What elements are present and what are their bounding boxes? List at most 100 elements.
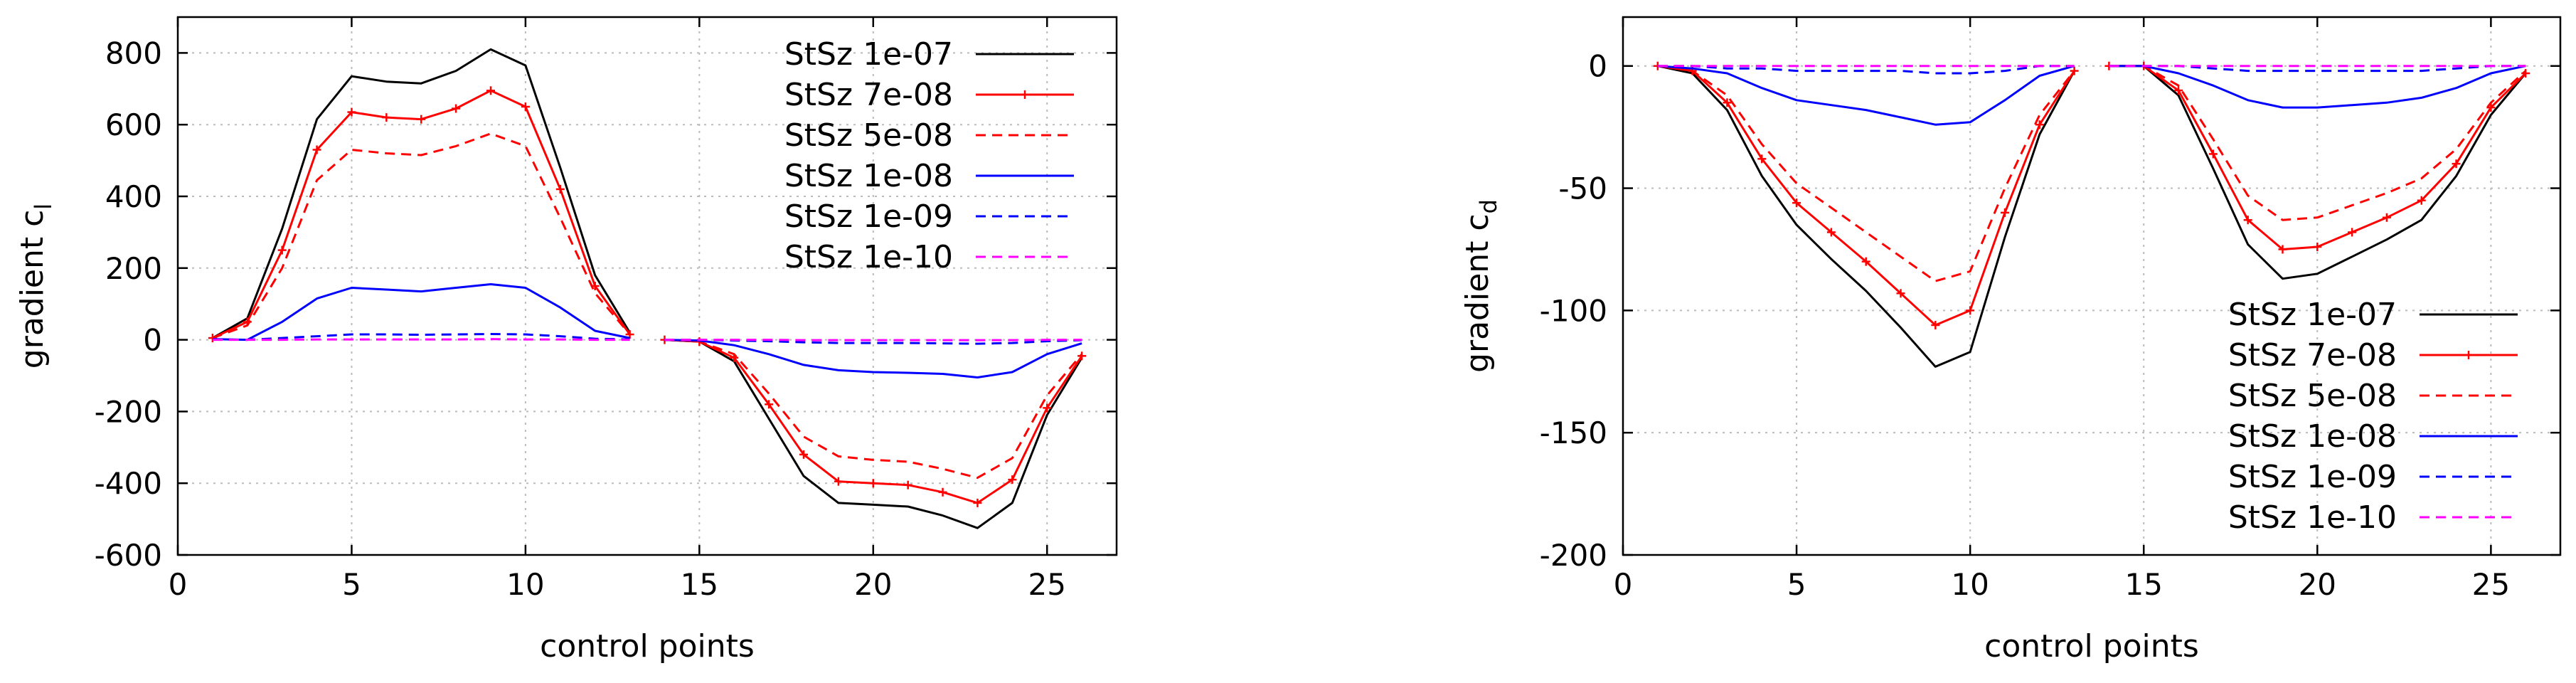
data-point (452, 104, 461, 113)
legend-label: StSz 1e-10 (2228, 499, 2397, 536)
x-tick-label: 15 (2124, 567, 2162, 602)
legend-label: StSz 7e-08 (784, 77, 953, 113)
series-line-2 (212, 89, 631, 339)
data-point (417, 115, 426, 124)
data-point (2313, 243, 2322, 252)
x-tick-label: 5 (342, 567, 361, 602)
series-line-5 (212, 333, 630, 342)
data-point (2348, 228, 2357, 237)
legend-label: StSz 5e-08 (784, 117, 953, 154)
data-point (1896, 289, 1905, 298)
x-tick-label: 25 (2472, 567, 2510, 602)
data-point (973, 498, 982, 507)
data-point (903, 480, 912, 489)
y-tick-label: -400 (95, 466, 162, 501)
data-point (2452, 159, 2461, 169)
y-tick-label: 400 (105, 179, 162, 214)
legend-label: StSz 1e-08 (784, 158, 953, 194)
x-tick-label: 0 (169, 567, 188, 602)
data-point (2278, 245, 2287, 254)
series-line-3 (212, 132, 631, 339)
chart-1: 0 5 10 15 20 25 -600 -400 -200 0 200 400 600 800 contr… (14, 16, 1118, 665)
x-axis-label: control points (1984, 628, 2199, 665)
legend-label: StSz 1e-09 (2228, 459, 2397, 495)
x-tick-label: 5 (1787, 567, 1806, 602)
series-line-2 (1657, 65, 2075, 327)
data-point (347, 107, 356, 117)
data-point (1723, 98, 1732, 107)
data-point (2174, 86, 2183, 95)
legend-label: StSz 1e-09 (784, 198, 953, 235)
series-line-3 (664, 339, 1083, 480)
data-point (1931, 320, 1940, 329)
data-point (799, 450, 808, 459)
series-line-2 (664, 339, 1083, 504)
x-axis-label: control points (540, 628, 755, 665)
legend-label: StSz 1e-07 (2228, 297, 2397, 333)
data-point (1861, 257, 1870, 266)
data-point (521, 102, 530, 111)
data-point (382, 113, 391, 122)
series-line-4 (664, 339, 1082, 378)
series-line-1 (2109, 65, 2527, 280)
y-axis-label-subscript: d (1475, 199, 1502, 213)
y-tick-label: 200 (105, 251, 162, 286)
series-line-3 (2109, 65, 2527, 221)
data-point (2417, 196, 2426, 205)
data-point (1008, 475, 1017, 485)
y-axis-label: gradient cl (14, 203, 57, 369)
series-line-4 (2109, 65, 2526, 109)
legend-label: StSz 5e-08 (2228, 378, 2397, 414)
x-tick-label: 15 (681, 567, 718, 602)
y-tick-label: 0 (143, 323, 162, 358)
y-tick-label: 0 (1588, 49, 1607, 84)
series-line-6 (212, 338, 630, 342)
x-tick-label: 0 (1614, 567, 1633, 602)
y-tick-label: -200 (95, 394, 162, 429)
series-line-5 (1657, 65, 2075, 75)
x-tick-label: 25 (1028, 567, 1065, 602)
series-line-6 (664, 339, 1082, 342)
y-tick-label: -200 (1540, 538, 1607, 573)
legend-label: StSz 1e-10 (784, 239, 953, 275)
series-line-1 (1657, 65, 2075, 368)
legend-label: StSz 1e-07 (784, 36, 953, 73)
data-point (938, 487, 947, 497)
y-tick-label: -150 (1540, 415, 1607, 450)
x-tick-label: 10 (506, 567, 544, 602)
data-point (2382, 213, 2391, 222)
data-point (486, 86, 495, 95)
data-point (312, 145, 321, 154)
legend-label: StSz 7e-08 (2228, 337, 2397, 374)
y-tick-label: -50 (1558, 171, 1607, 206)
y-tick-label: 800 (105, 36, 162, 70)
chart-2: 0 5 10 15 20 25 -200 -150 -100 -50 0 control points… (1459, 16, 2562, 665)
legend: StSz 1e-07 StSz 7e-08 StSz 5e-08 StSz 1e-08… (784, 36, 1074, 275)
y-tick-label: -600 (95, 538, 162, 573)
series-line-3 (1657, 65, 2075, 282)
legend: StSz 1e-07 StSz 7e-08 StSz 5e-08 StSz 1e-08… (2228, 297, 2518, 536)
data-point (1757, 154, 1767, 164)
series-line-4 (1657, 65, 2075, 126)
data-point (1043, 403, 1052, 413)
data-point (2000, 208, 2009, 217)
y-tick-label: -100 (1540, 293, 1607, 328)
data-point (765, 400, 774, 409)
x-tick-label: 10 (1951, 567, 1989, 602)
data-point (1966, 306, 1975, 315)
y-tick-label: 600 (105, 107, 162, 142)
series-line-2 (2109, 65, 2527, 250)
y-axis-label: gradient cd (1459, 199, 1502, 373)
plot-frame (176, 16, 1118, 556)
data-point (2243, 216, 2252, 225)
data-point (2035, 120, 2044, 129)
data-point (1792, 198, 1801, 208)
x-tick-label: 20 (854, 567, 892, 602)
series-line-1 (212, 48, 631, 339)
data-point (1077, 351, 1087, 361)
data-point (1826, 228, 1836, 237)
legend-label: StSz 1e-08 (2228, 418, 2397, 455)
data-point (2208, 149, 2218, 159)
plot-frame (1622, 16, 2562, 556)
